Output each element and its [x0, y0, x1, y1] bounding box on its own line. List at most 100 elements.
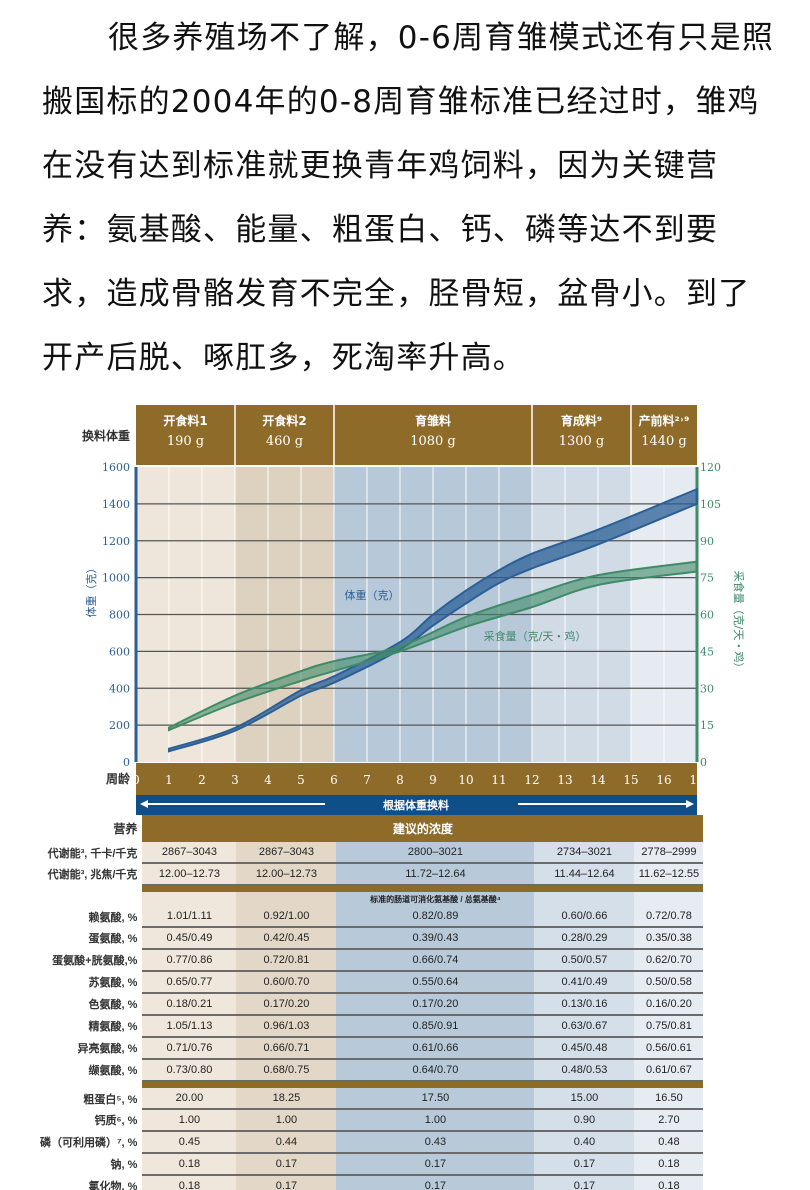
- table-cell: 0.71/0.76: [142, 1037, 237, 1060]
- y-tick-label: 1400: [102, 498, 130, 511]
- table-row: 异亮氨酸, % 0.71/0.76 0.66/0.71 0.61/0.66 0.45/0…: [40, 1037, 704, 1060]
- feed-change-banner: [136, 795, 697, 815]
- table-cell: 0.72/0.81: [236, 949, 337, 972]
- table-cell: 0.63/0.67: [534, 1015, 635, 1038]
- row-label: 赖氨酸, %: [40, 906, 143, 927]
- table-cell: 0.73/0.80: [142, 1059, 237, 1082]
- table-cell: 0.17: [534, 1175, 635, 1190]
- y-tick-label: 400: [109, 682, 130, 695]
- row-label-text: 钠, %: [110, 1159, 138, 1171]
- row-label: 蛋氨酸+胱氨酸,%: [40, 949, 143, 971]
- x-tick-label: 4: [264, 773, 272, 787]
- amino-subheader-row: 标准的肠道可消化氨基酸 / 总氨基酸⁴: [40, 892, 704, 906]
- x-tick-label: 1: [165, 773, 173, 787]
- table-cell: 18.25: [236, 1088, 337, 1110]
- arrow-right-icon: [686, 800, 694, 808]
- table-row: 苏氨酸, % 0.65/0.77 0.60/0.70 0.55/0.64 0.41/0.…: [40, 971, 704, 994]
- body-weight-band: [168, 487, 698, 753]
- phase-name: 开食料1: [163, 413, 207, 428]
- table-cell: 12.00–12.73: [142, 863, 237, 886]
- subheader-spacer: [40, 892, 143, 906]
- y-right-tick-label: 105: [700, 498, 721, 511]
- table-cell: 0.45: [142, 1131, 237, 1154]
- table-cell: 0.65/0.77: [142, 971, 237, 994]
- x-tick-label: 0: [132, 773, 140, 787]
- row-label-text: 蛋氨酸+胱氨酸,%: [52, 955, 138, 967]
- table-cell: 0.43: [336, 1131, 535, 1154]
- table-cell: 0.96/1.03: [236, 1015, 337, 1038]
- x-tick-label: 3: [231, 773, 239, 787]
- table-cell: 2867–3043: [236, 842, 337, 864]
- row-label-text: 苏氨酸, %: [88, 977, 138, 989]
- row-label-text: 蛋氨酸, %: [88, 933, 138, 945]
- table-row: 色氨酸, % 0.18/0.21 0.17/0.20 0.17/0.20 0.13/0.…: [40, 993, 704, 1016]
- concentration-header: 建议的浓度: [142, 815, 704, 842]
- table-cell: 20.00: [142, 1088, 237, 1110]
- nutrient-column-header: 营养: [40, 815, 143, 842]
- x-tick-label: 10: [458, 773, 473, 787]
- arrow-left-icon: [140, 800, 148, 808]
- x-tick-label: 11: [491, 773, 506, 787]
- table-cell: 0.50/0.57: [534, 949, 635, 972]
- subheader-cell: [534, 892, 635, 906]
- feed-header-label: 换料体重: [82, 428, 130, 443]
- body-weight-series-label: 体重（克）: [345, 588, 400, 602]
- growth-chart: 换料体重 开食料1 190 g 开食料2 460 g 育雏料 1080 g 育成料⁹ 1300 …: [82, 405, 746, 815]
- table-cell: 0.41/0.49: [534, 971, 635, 994]
- table-row: 精氨酸, % 1.05/1.13 0.96/1.03 0.85/0.91 0.63/0.…: [40, 1015, 704, 1038]
- table-cell: 0.61/0.67: [634, 1059, 704, 1082]
- y-tick-label: 1200: [102, 535, 130, 548]
- row-label-text: 粗蛋白⁵, %: [83, 1093, 138, 1106]
- y-right-tick-label: 45: [700, 645, 714, 658]
- feed-header-band: [136, 405, 697, 465]
- subheader-cell: [236, 892, 337, 906]
- y-right-tick-label: 60: [700, 609, 714, 622]
- y-axis-title: 体重（克）: [84, 563, 98, 618]
- row-label-text: 色氨酸, %: [88, 999, 138, 1011]
- x-tick-label: 6: [330, 773, 338, 787]
- table-header-row: 营养 建议的浓度: [40, 815, 704, 842]
- banner-text: 根据体重换料: [383, 798, 449, 812]
- table-cell: 0.18/0.21: [142, 993, 237, 1016]
- table-cell: 0.16/0.20: [634, 993, 704, 1016]
- y-right-tick-label: 15: [700, 719, 714, 732]
- row-label: 氯化物, %: [40, 1175, 143, 1190]
- table-row: 磷（可利用磷）⁷, % 0.45 0.44 0.43 0.40 0.48: [40, 1131, 704, 1154]
- table-cell: 2778–2999: [634, 842, 704, 864]
- row-label: 缬氨酸, %: [40, 1059, 143, 1081]
- feed-intake-band: [168, 560, 698, 732]
- table-cell: 0.55/0.64: [336, 971, 535, 994]
- table-cell: 0.17: [236, 1175, 337, 1190]
- table-cell: 0.90: [534, 1109, 635, 1132]
- subheader-cell: [634, 892, 704, 906]
- table-row: 粗蛋白⁵, % 20.00 18.25 17.50 15.00 16.50: [40, 1088, 704, 1110]
- table-row: 代谢能³, 千卡/千克 2867–3043 2867–3043 2800–3021 27…: [40, 842, 704, 864]
- table-cell: 2800–3021: [336, 842, 535, 864]
- table-cell: 0.28/0.29: [534, 927, 635, 950]
- table-cell: 0.92/1.00: [236, 906, 337, 928]
- table-cell: 0.62/0.70: [634, 949, 704, 972]
- table-cell: 0.75/0.81: [634, 1015, 704, 1038]
- table-cell: 1.00: [336, 1109, 535, 1132]
- y-tick-label: 600: [109, 645, 130, 658]
- table-cell: 0.48: [634, 1131, 704, 1154]
- table-cell: 0.18: [142, 1175, 237, 1190]
- table-cell: 2734–3021: [534, 842, 635, 864]
- table-cell: 0.17: [236, 1153, 337, 1176]
- x-tick-label: 2: [198, 773, 206, 787]
- row-label: 精氨酸, %: [40, 1015, 143, 1037]
- x-tick-label: 7: [363, 773, 371, 787]
- table-cell: 0.45/0.48: [534, 1037, 635, 1060]
- table-cell: 0.64/0.70: [336, 1059, 535, 1082]
- y-right-tick-label: 30: [700, 682, 714, 695]
- table-cell: 0.60/0.66: [534, 906, 635, 928]
- table-row: 蛋氨酸+胱氨酸,% 0.77/0.86 0.72/0.81 0.66/0.74 0.50…: [40, 949, 704, 972]
- x-tick-label: 13: [557, 773, 572, 787]
- x-axis-title: 周龄: [106, 771, 131, 786]
- row-label-text: 钙质⁶, %: [94, 1115, 138, 1127]
- y-tick-label: 200: [109, 719, 130, 732]
- table-cell: 17.50: [336, 1088, 535, 1110]
- table-cell: 11.44–12.64: [534, 863, 635, 886]
- row-label: 粗蛋白⁵, %: [40, 1088, 143, 1109]
- phase-weight: 1440 g: [641, 434, 687, 449]
